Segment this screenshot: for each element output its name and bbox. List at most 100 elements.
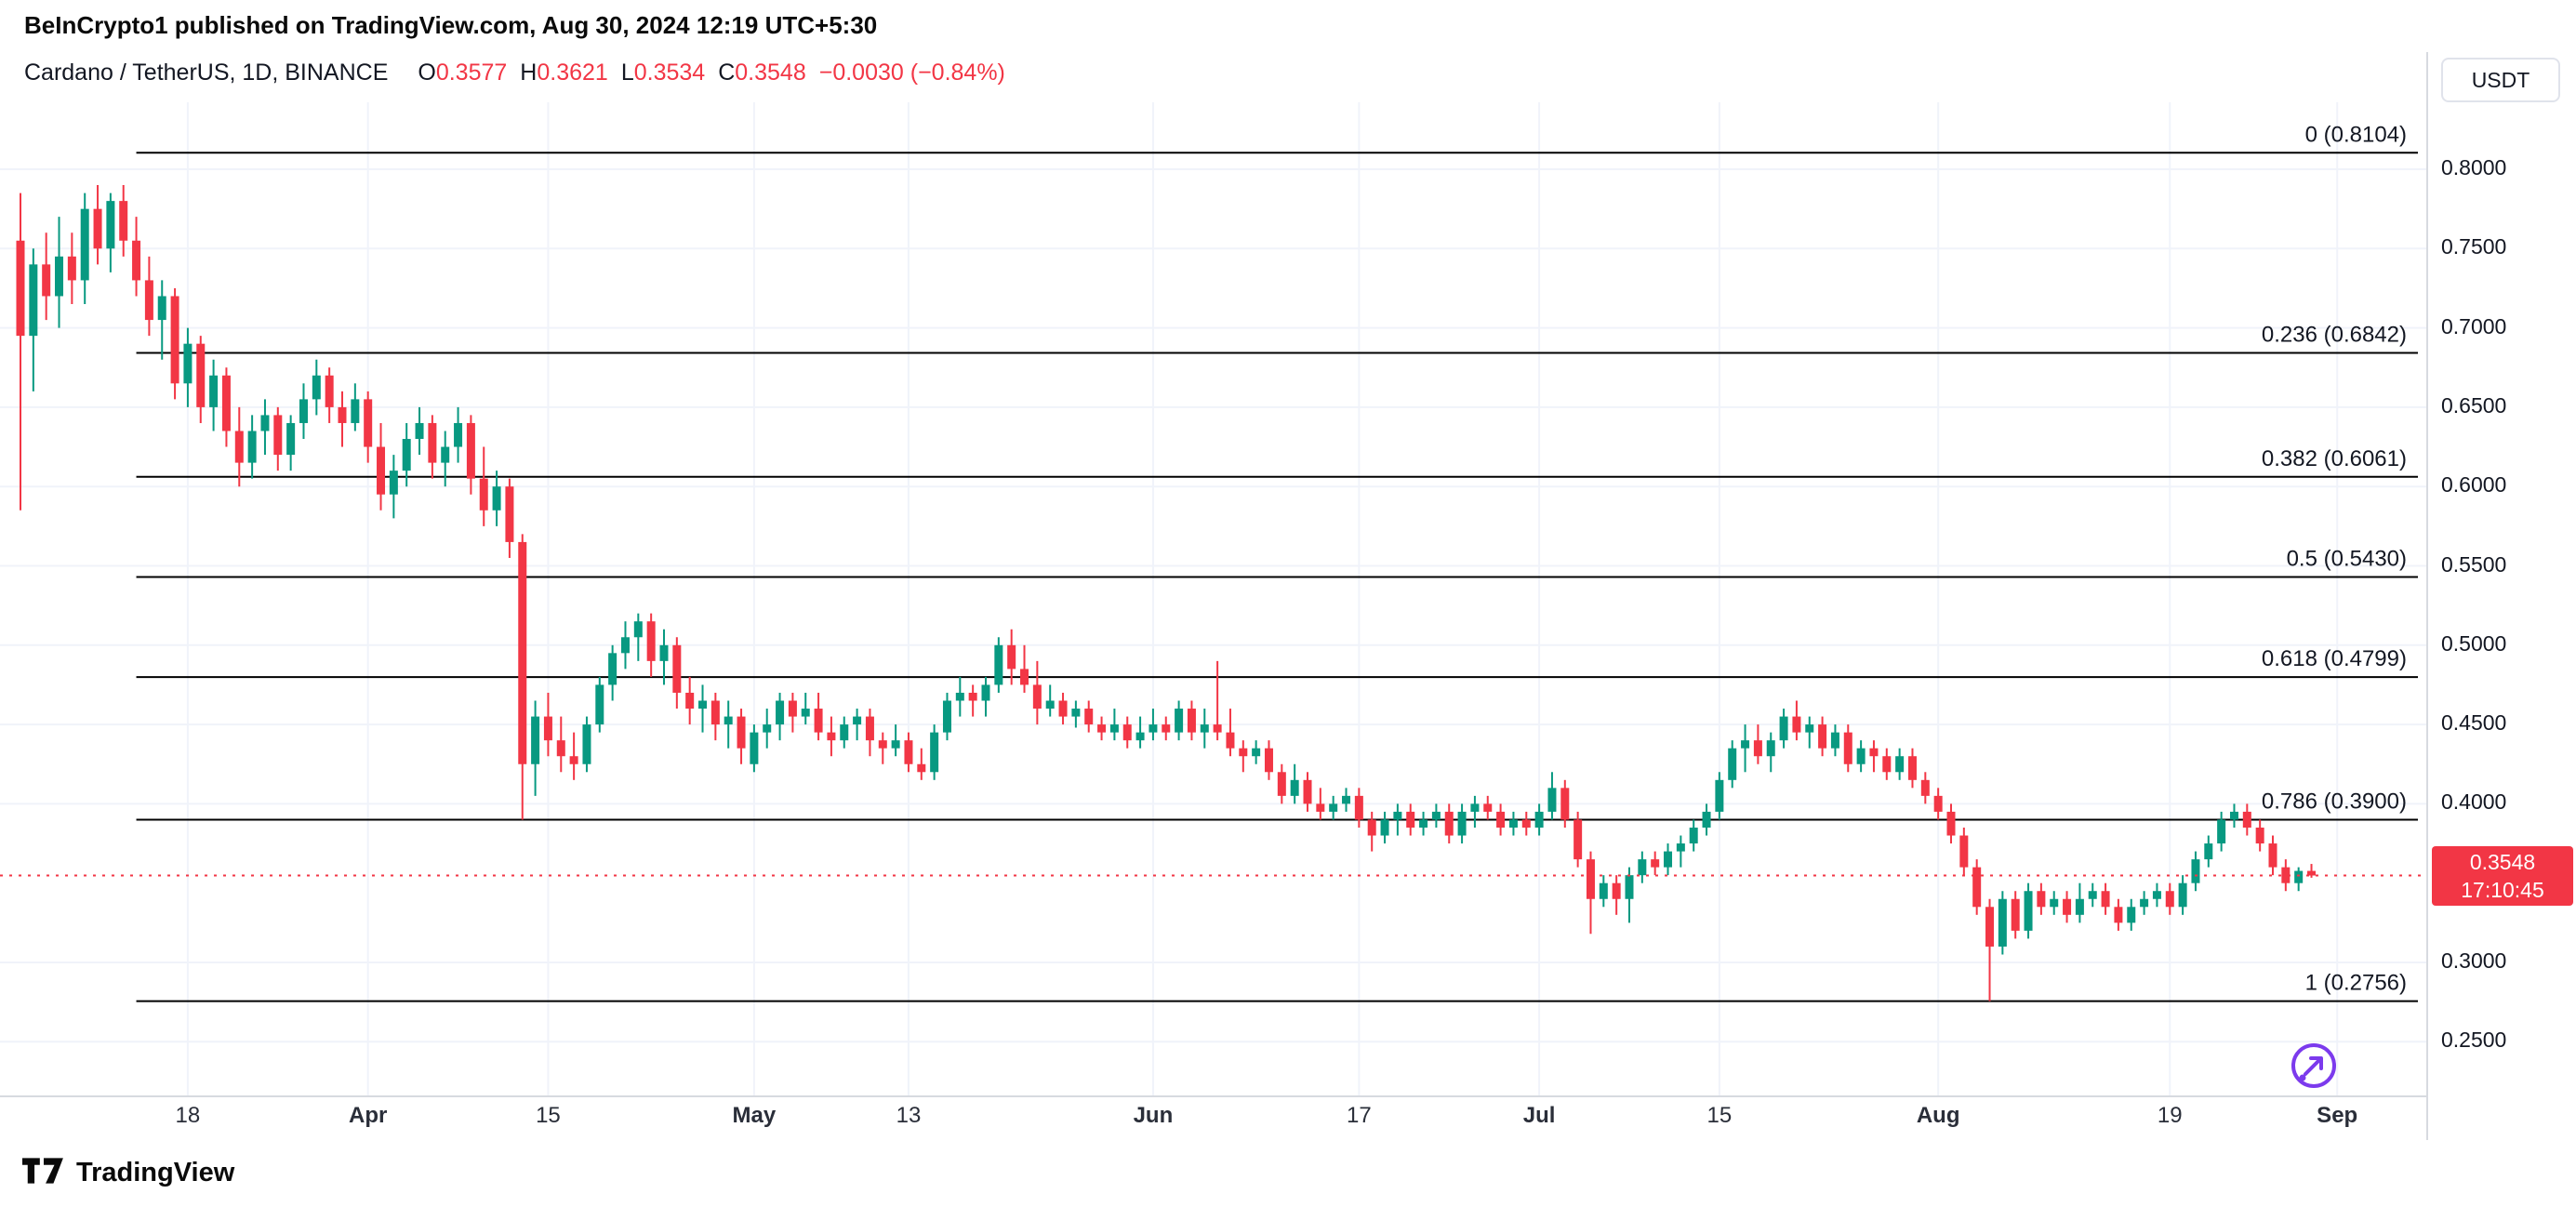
candle-body [710,700,720,725]
candle-body [840,724,849,741]
candle-body [16,240,25,337]
candle-body [1457,811,1467,836]
candle-body [2255,827,2264,844]
candle-body [2307,870,2317,876]
candle-body [1702,811,1711,828]
candle-body [698,700,708,710]
candle-body [930,732,939,773]
candle-body [312,375,321,400]
candle-body [1560,788,1570,820]
candle-body [132,240,141,281]
candle-body [1741,740,1750,749]
ohlc-high-label: H [520,60,538,86]
candle-body [1200,724,1209,733]
candle-body [1573,819,1583,860]
candle-body [1175,709,1184,733]
candle-body [1084,709,1094,725]
candle-body [402,439,411,471]
candle-body [364,399,373,447]
candle-body [595,684,604,725]
fib-level-label: 1 (0.2756) [2305,971,2407,996]
candle-body [1239,748,1248,757]
candle-body [1007,644,1016,670]
time-axis-label: Apr [349,1103,388,1128]
ohlc-low-value: 0.3534 [633,60,706,86]
candle-body [569,756,578,764]
candle-body [1058,700,1068,717]
candle-body [981,684,990,701]
candle-body [1920,779,1930,796]
candle-body [1547,788,1557,812]
ohlc-open-label: O [418,60,436,86]
candle-body [724,716,733,725]
currency-toggle[interactable]: USDT [2441,58,2560,102]
ohlc-values: O0.3577 H0.3621 L0.3534 C0.3548 −0.0030 (−0.… [405,60,1005,86]
candle-body [106,201,115,249]
candle-body [1805,724,1814,733]
candle-body [1316,803,1325,812]
candle-body [1483,803,1493,812]
time-axis[interactable]: 18 Apr 15 May 13 Jun 17 Jul 15 Aug 19 Sep [0,1103,2426,1134]
candle-body [1856,748,1866,764]
candle-body [891,740,900,749]
candle-body [1715,779,1724,812]
candle-body [2024,891,2033,931]
footer-bar: TradingView [22,1157,234,1189]
candle-body [2114,907,2123,923]
price-axis-label: 0.4000 [2441,789,2507,815]
candle-body [1097,724,1107,733]
candle-body [428,422,437,463]
candle-body [170,296,179,384]
ohlc-open-value: 0.3577 [435,60,508,86]
candle-body [685,692,695,710]
ohlc-close-value: 0.3548 [735,60,806,86]
price-axis[interactable]: USDT 0.8000 0.7500 0.7000 0.6500 0.6000 0.550… [2426,52,2576,1140]
ohlc-low-label: L [620,60,634,86]
candle-body [209,375,219,407]
candle-body [737,716,746,749]
candle-body [1303,779,1312,804]
candle-body [1329,803,1338,812]
candle-body [1496,811,1506,828]
fib-level-label: 0 (0.8104) [2305,122,2407,147]
candle-body [2140,898,2149,908]
candle-body [505,486,514,542]
candle-body [955,692,964,701]
fib-level-label: 0.786 (0.3900) [2262,789,2407,814]
open-live-chart-icon[interactable] [2288,1040,2340,1092]
candle-body [1676,843,1685,852]
ohlc-high-value: 0.3621 [537,60,608,86]
tradingview-logo-icon[interactable] [22,1157,65,1189]
candle-body [1342,795,1351,804]
candle-body [518,541,527,764]
candle-body [750,732,759,764]
candle-body [479,478,488,511]
candle-body [1638,859,1647,876]
candle-body [2217,819,2226,844]
candle-body [1071,709,1081,717]
candlestick-chart-canvas[interactable]: 0 (0.8104) 0.236 (0.6842) 0.382 (0.6061) 0.… [0,102,2426,1097]
candle-body [2268,843,2277,868]
attribution-text: BeInCrypto1 published on TradingView.com… [24,11,878,39]
candle-body [351,399,360,423]
candle-body [454,422,463,447]
candle-body [1959,835,1969,868]
candle-body [1907,756,1917,780]
time-axis-label: 19 [2157,1103,2183,1128]
symbol-title[interactable]: Cardano / TetherUS, 1D, BINANCE [24,60,389,86]
price-axis-label: 0.7000 [2441,313,2507,338]
price-axis-label: 0.7500 [2441,234,2507,259]
candle-body [338,406,347,423]
candle-body [633,621,643,638]
candle-body [1290,779,1299,796]
price-axis-label: 0.8000 [2441,155,2507,179]
candle-body [286,422,296,456]
candle-body [55,256,64,297]
candle-body [672,644,682,693]
footer-brand-text[interactable]: TradingView [76,1158,235,1187]
candle-body [1149,724,1158,733]
price-axis-label: 0.6500 [2441,392,2507,418]
symbol-info-bar: Cardano / TetherUS, 1D, BINANCE O0.3577 H0… [24,60,1005,86]
candle-body [2127,907,2136,923]
